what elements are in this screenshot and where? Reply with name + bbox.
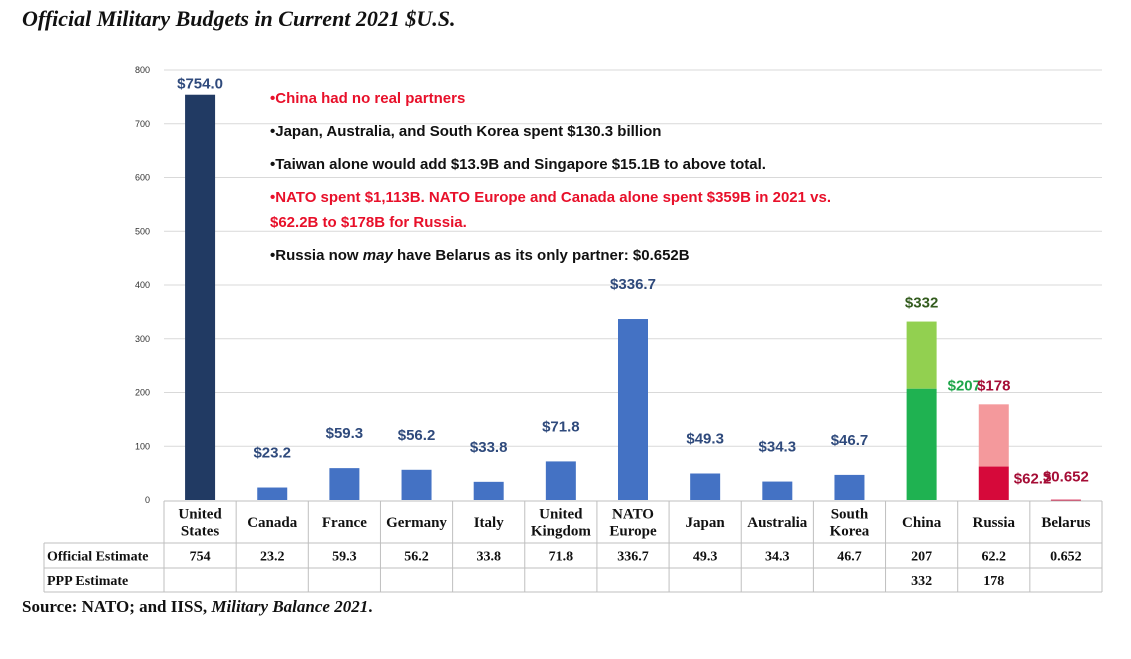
y-tick-label: 100: [135, 441, 150, 451]
table-cell: 59.3: [332, 550, 357, 565]
category-label: Kingdom: [531, 524, 592, 540]
bar-label-italy: $33.8: [470, 439, 508, 456]
bar-label-canada: $23.2: [253, 445, 291, 462]
bar-nato-europe: [618, 319, 648, 500]
table-cell: 71.8: [549, 550, 574, 565]
category-label: France: [322, 515, 367, 531]
bar-label-united-kingdom: $71.8: [542, 418, 580, 435]
y-tick-label: 500: [135, 226, 150, 236]
category-label: Europe: [609, 524, 657, 540]
table-cell: 754: [190, 550, 211, 565]
category-label: Italy: [474, 515, 505, 531]
category-label: NATO: [612, 507, 654, 523]
bar-germany: [401, 469, 432, 500]
table-cell: 62.2: [982, 550, 1007, 565]
bar-belarus: [1050, 499, 1081, 501]
category-label: Russia: [973, 515, 1016, 531]
category-label: Australia: [747, 515, 808, 531]
y-tick-label: 800: [135, 65, 150, 75]
table-cell: 178: [983, 574, 1004, 589]
annotation-line: •Taiwan alone would add $13.9B and Singa…: [270, 156, 766, 173]
chart-title: Official Military Budgets in Current 202…: [22, 6, 456, 31]
bar-china-ppp: [906, 321, 937, 389]
y-tick-label: 300: [135, 334, 150, 344]
category-label: Korea: [830, 524, 870, 540]
bar-italy: [473, 481, 504, 500]
category-label: South: [831, 507, 869, 523]
bar-russia-official: [978, 466, 1009, 500]
source-prefix: Source: NATO; and IISS,: [22, 597, 212, 616]
bar-canada: [257, 487, 288, 500]
table-cell: 34.3: [765, 550, 790, 565]
annotation-line: •Russia now may have Belarus as its only…: [270, 246, 690, 266]
bar-label-japan: $49.3: [686, 431, 724, 448]
y-tick-label: 700: [135, 119, 150, 129]
category-label: United: [539, 507, 583, 523]
bar-south-korea: [834, 474, 865, 500]
bar-label-united-states: $754.0: [177, 76, 223, 93]
y-tick-label: 600: [135, 173, 150, 183]
category-label: China: [902, 515, 942, 531]
bar-label-china-official: $207: [948, 378, 981, 395]
category-label: Belarus: [1041, 515, 1090, 531]
bar-france: [329, 468, 360, 500]
table-cell: 46.7: [837, 550, 862, 565]
table-row-label: Official Estimate: [47, 550, 148, 565]
y-tick-label: 400: [135, 280, 150, 290]
bar-russia-ppp: [978, 404, 1009, 467]
bar-label-germany: $56.2: [398, 427, 436, 444]
annotation-line: $62.2B to $178B for Russia.: [270, 214, 467, 231]
category-label: United: [178, 507, 222, 523]
bar-australia: [762, 481, 793, 500]
y-tick-label: 0: [145, 495, 150, 505]
bar-label-australia: $34.3: [759, 439, 797, 456]
y-axis-ticks: 0 100 200 300 400 500 600 700 800: [135, 65, 150, 505]
source-suffix: .: [368, 597, 373, 616]
bar-label-belarus: $0.652: [1043, 469, 1089, 486]
annotation-text: •Russia now: [270, 247, 363, 264]
bars: [185, 94, 1081, 501]
table-cell: 0.652: [1050, 550, 1082, 565]
table-cell: 33.8: [476, 550, 501, 565]
bar-label-france: $59.3: [326, 425, 364, 442]
table-cell: 23.2: [260, 550, 285, 565]
table-row-label: PPP Estimate: [47, 574, 128, 589]
table-cell: 56.2: [404, 550, 429, 565]
bar-label-china-ppp: $332: [905, 295, 938, 312]
bar-label-russia-ppp: $178: [977, 377, 1010, 394]
table-cell: 336.7: [617, 550, 649, 565]
category-label: Canada: [247, 515, 298, 531]
category-label: Germany: [386, 515, 447, 531]
category-label: States: [181, 524, 219, 540]
bar-labels: $754.0 $23.2 $59.3 $56.2 $33.8 $71.8 $336.7 $49…: [177, 76, 1089, 488]
bar-label-south-korea: $46.7: [831, 432, 869, 449]
y-tick-label: 200: [135, 388, 150, 398]
annotation-line: •China had no real partners: [270, 90, 466, 107]
bar-label-nato-europe: $336.7: [610, 276, 656, 293]
annotation-line: •NATO spent $1,113B. NATO Europe and Can…: [270, 189, 831, 206]
bar-label-russia-official: $62.2: [1014, 471, 1052, 488]
table-cell: 207: [911, 550, 932, 565]
bar-japan: [690, 473, 721, 500]
bar-united-states: [185, 94, 216, 500]
table-cell: 332: [911, 574, 932, 589]
annotation-text: have Belarus as its only partner: $0.652…: [392, 247, 690, 264]
annotation-line: •Japan, Australia, and South Korea spent…: [270, 123, 662, 140]
source-note: Source: NATO; and IISS, Military Balance…: [22, 597, 372, 617]
source-italic: Military Balance 2021: [211, 597, 369, 616]
bar-china-official: [906, 388, 937, 500]
category-label: Japan: [686, 515, 726, 531]
annotation-emphasis: may: [362, 247, 393, 264]
bar-chart: 0 100 200 300 400 500 600 700 800 $754.0 $23.2 $59…: [43, 65, 1103, 593]
bar-united-kingdom: [545, 461, 576, 500]
table-cell: 49.3: [693, 550, 718, 565]
